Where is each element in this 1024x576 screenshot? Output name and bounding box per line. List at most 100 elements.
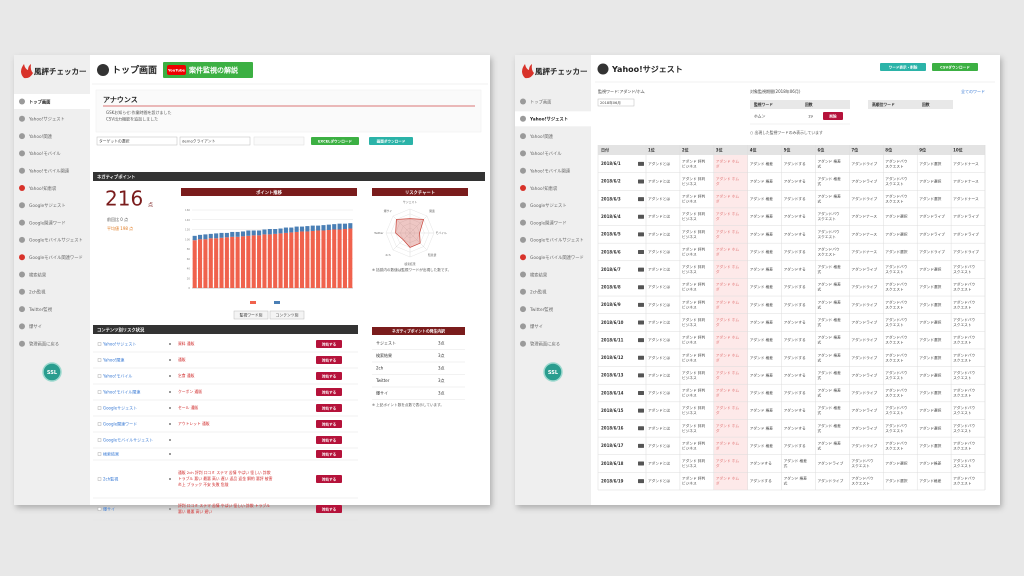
- checkbox[interactable]: [97, 507, 102, 511]
- button-label[interactable]: 案件監視の解説: [189, 66, 238, 75]
- risk-name[interactable]: Googleモバイルサジェスト: [103, 437, 153, 442]
- action-button[interactable]: [316, 475, 342, 483]
- menu-item[interactable]: トップ画面: [530, 99, 552, 105]
- delete-button[interactable]: [823, 112, 843, 120]
- menu-item[interactable]: Yahoo!モバイル: [529, 151, 562, 157]
- menu-item[interactable]: 検索結果: [29, 271, 47, 278]
- checkbox[interactable]: [97, 406, 102, 410]
- button-label[interactable]: CSVダウンロード: [940, 64, 970, 69]
- menu-icon: [520, 219, 526, 226]
- risk-name[interactable]: 爆サイ: [103, 505, 115, 511]
- menu-item[interactable]: Yahoo!知恵袋: [529, 185, 558, 192]
- action-button[interactable]: [316, 372, 342, 380]
- menu-item[interactable]: Googleモバイル関連ワード: [530, 254, 584, 261]
- button-label[interactable]: 対処する: [321, 357, 337, 362]
- button-label[interactable]: 対処する: [321, 341, 337, 346]
- view-button-label[interactable]: 監視ワード別: [240, 312, 263, 317]
- button-label[interactable]: 対処する: [321, 389, 337, 394]
- select[interactable]: [179, 136, 251, 146]
- button-label[interactable]: ワード表示・削除: [889, 64, 918, 69]
- menu-item[interactable]: Yahoo!関連: [28, 133, 53, 140]
- button-label[interactable]: 対処する: [321, 476, 337, 481]
- risk-name[interactable]: Googleサジェスト: [103, 405, 137, 410]
- button-label[interactable]: 対処する: [321, 405, 337, 410]
- bar: [294, 226, 299, 232]
- menu-item[interactable]: Yahoo!モバイル関連: [529, 168, 571, 175]
- select[interactable]: [96, 136, 178, 146]
- button-label[interactable]: EXCELダウンロード: [318, 138, 352, 143]
- button-label[interactable]: 対処する: [321, 451, 337, 456]
- action-button[interactable]: [316, 436, 342, 444]
- view-button[interactable]: [233, 310, 269, 320]
- youtube-label[interactable]: YouTube: [167, 68, 185, 72]
- button[interactable]: [932, 63, 978, 71]
- menu-item[interactable]: トップ画面: [29, 98, 51, 105]
- risk-name[interactable]: Yahoo!モバイル: [102, 373, 132, 378]
- menu-item[interactable]: Googleモバイル関連ワード: [29, 254, 83, 261]
- button-label[interactable]: 対処する: [321, 506, 337, 511]
- action-button[interactable]: [316, 450, 342, 458]
- action-button[interactable]: [316, 340, 342, 348]
- checkbox[interactable]: [97, 342, 102, 346]
- menu-item[interactable]: 検索結果: [530, 271, 548, 278]
- button-label[interactable]: 画面ダウンロード: [377, 138, 406, 143]
- menu-item[interactable]: Yahoo!サジェスト: [28, 117, 65, 123]
- menu-item[interactable]: 2ch監視: [530, 289, 547, 296]
- action-button[interactable]: [316, 388, 342, 396]
- menu-item[interactable]: Yahoo!モバイル関連: [28, 168, 70, 175]
- menu-item[interactable]: Yahoo!サジェスト: [529, 117, 568, 123]
- menu-item[interactable]: 管理画面に戻る: [530, 341, 560, 348]
- rank-cell: 式: [818, 199, 822, 204]
- risk-name[interactable]: Yahoo!サジェスト: [102, 341, 136, 346]
- menu-item[interactable]: Googleモバイルサジェスト: [29, 238, 83, 244]
- row-icon: [638, 443, 644, 448]
- menu-item[interactable]: Yahoo!知恵袋: [28, 185, 57, 192]
- button[interactable]: [880, 63, 926, 71]
- select[interactable]: [253, 136, 305, 146]
- breakdown-header: [372, 327, 465, 335]
- menu-item[interactable]: 爆サイ: [530, 323, 543, 330]
- checkbox[interactable]: [97, 374, 102, 378]
- risk-name[interactable]: 検索結果: [103, 450, 119, 456]
- action-button[interactable]: [316, 404, 342, 412]
- checkbox[interactable]: [97, 358, 102, 362]
- checkbox[interactable]: [97, 422, 102, 426]
- select-label[interactable]: demoクライアント: [182, 138, 216, 143]
- risk-name[interactable]: 2ch監視: [103, 475, 118, 481]
- risk-name[interactable]: Google関連ワード: [103, 420, 137, 426]
- menu-item[interactable]: Yahoo!モバイル: [28, 151, 61, 157]
- menu-item[interactable]: Twitter監視: [529, 306, 554, 313]
- checkbox[interactable]: [97, 390, 102, 394]
- menu-item[interactable]: Googleサジェスト: [530, 203, 567, 209]
- select[interactable]: [597, 98, 635, 107]
- view-button[interactable]: [269, 310, 305, 320]
- rank-cell: アダンドバウ: [885, 176, 907, 181]
- link[interactable]: 全てのワード: [961, 88, 985, 94]
- menu-item[interactable]: 2ch監視: [29, 289, 46, 296]
- view-button-label[interactable]: コンテンツ別: [276, 312, 299, 317]
- menu-item[interactable]: Googleサジェスト: [29, 203, 66, 209]
- menu-item[interactable]: Google関連ワード: [29, 219, 66, 226]
- checkbox[interactable]: [97, 477, 102, 481]
- menu-item[interactable]: Yahoo!関連: [529, 133, 554, 140]
- action-button[interactable]: [316, 505, 342, 513]
- menu-item[interactable]: Twitter監視: [28, 306, 53, 313]
- button-label[interactable]: 対処する: [321, 373, 337, 378]
- menu-item[interactable]: Google関連ワード: [530, 219, 567, 226]
- menu-item[interactable]: 爆サイ: [29, 323, 42, 330]
- menu-item[interactable]: Googleモバイルサジェスト: [530, 238, 584, 244]
- action-button[interactable]: [316, 420, 342, 428]
- risk-name[interactable]: Yahoo!モバイル関連: [102, 388, 140, 394]
- checkbox[interactable]: [97, 438, 102, 442]
- button-label[interactable]: 削除: [829, 113, 837, 118]
- button-label[interactable]: 対処する: [321, 437, 337, 442]
- button[interactable]: [311, 137, 359, 145]
- button-label[interactable]: 対処する: [321, 421, 337, 426]
- select-label[interactable]: 2018年06月: [600, 100, 621, 105]
- checkbox[interactable]: [97, 452, 102, 456]
- action-button[interactable]: [316, 356, 342, 364]
- button[interactable]: [369, 137, 413, 145]
- menu-item[interactable]: 管理画面に戻る: [29, 341, 59, 348]
- risk-name[interactable]: Yahoo!関連: [102, 356, 124, 362]
- select-label[interactable]: ターゲットの選択: [99, 138, 130, 143]
